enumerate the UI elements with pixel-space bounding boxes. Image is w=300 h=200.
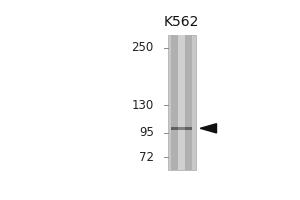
Text: 250: 250 — [131, 41, 154, 54]
Polygon shape — [200, 124, 217, 133]
Bar — [178, 35, 185, 170]
Text: 72: 72 — [139, 151, 154, 164]
Bar — [171, 35, 192, 170]
Bar — [171, 127, 192, 130]
Text: 130: 130 — [131, 99, 154, 112]
Bar — [178, 127, 185, 130]
Text: 95: 95 — [139, 126, 154, 139]
Text: K562: K562 — [164, 15, 199, 29]
